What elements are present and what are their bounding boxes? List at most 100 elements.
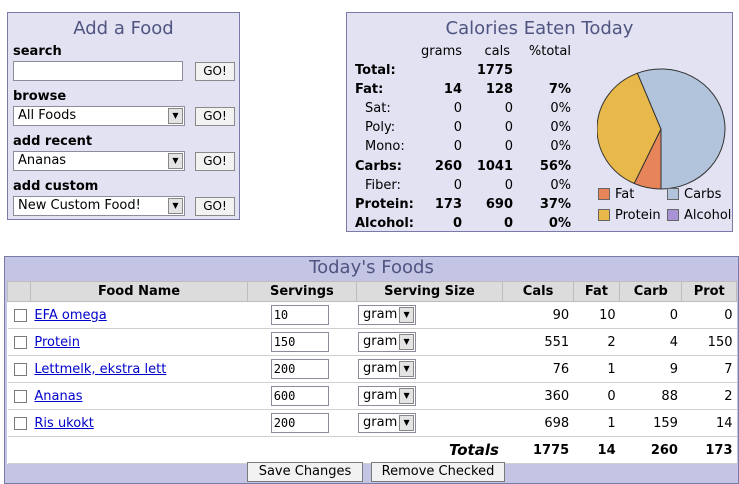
food-name-cell: Ris ukokt [30, 409, 248, 437]
food-prot: 2 [681, 382, 737, 410]
col-carb: Carb [619, 281, 683, 302]
nutrient-cals: 0 [504, 177, 513, 193]
alcohol-legend-label: Alcohol [684, 208, 732, 223]
recent-label: add recent [13, 134, 93, 149]
serving-size-value: gram [363, 361, 398, 376]
nutrient-pct: 37% [539, 196, 571, 212]
custom-select[interactable]: New Custom Food! ▼ [13, 196, 185, 216]
food-select-cell [7, 409, 31, 437]
serving-size-select[interactable]: gram ▼ [358, 386, 417, 406]
col-servings: Servings [247, 281, 357, 302]
food-servings-cell: 600 [247, 382, 357, 410]
food-size-cell: gram ▼ [356, 409, 503, 437]
food-checkbox[interactable] [13, 362, 27, 376]
food-prot: 14 [681, 409, 737, 437]
nutrient-grams: 0 [453, 177, 462, 193]
totals-blank [247, 436, 357, 464]
food-carb: 88 [619, 382, 682, 410]
food-fat: 1 [573, 355, 620, 383]
totals-blank [7, 436, 31, 464]
food-name-link[interactable]: Ananas [34, 388, 83, 404]
nutrient-label: Sat: [365, 101, 391, 117]
chevron-down-icon[interactable]: ▼ [399, 361, 415, 377]
food-name-link[interactable]: Ris ukokt [34, 415, 94, 431]
food-size-cell: gram ▼ [356, 301, 503, 329]
servings-input[interactable]: 10 [270, 305, 329, 325]
chevron-down-icon[interactable]: ▼ [399, 334, 415, 350]
nutrient-label: Mono: [365, 139, 405, 155]
serving-size-select[interactable]: gram ▼ [358, 332, 417, 352]
search-input[interactable] [13, 61, 183, 81]
nutrient-cals: 0 [504, 139, 513, 155]
custom-select-value: New Custom Food! [18, 198, 141, 213]
browse-label: browse [13, 89, 67, 104]
nutrient-pct: 0% [550, 177, 571, 193]
foods-table: Food Name Servings Serving Size Cals Fat… [7, 281, 737, 464]
food-row: Lettmelk, ekstra lett 200 gram ▼ 76 1 9 7 [7, 355, 737, 383]
todays-foods-title: Today's Foods [309, 257, 434, 278]
browse-go-button[interactable]: GO! [195, 107, 235, 126]
browse-select[interactable]: All Foods ▼ [13, 106, 185, 126]
recent-select[interactable]: Ananas ▼ [13, 151, 185, 171]
chevron-down-icon[interactable]: ▼ [168, 108, 183, 124]
nutrient-pct: 7% [548, 82, 571, 98]
carbs-legend-label: Carbs [684, 187, 722, 202]
food-cals: 551 [502, 328, 574, 356]
totals-label: Totals [356, 436, 503, 464]
food-checkbox[interactable] [13, 308, 27, 322]
col-fat: Fat [572, 281, 621, 302]
food-checkbox[interactable] [13, 389, 27, 403]
food-name-link[interactable]: Lettmelk, ekstra lett [34, 361, 167, 377]
food-cals: 698 [502, 409, 574, 437]
custom-label: add custom [13, 179, 99, 194]
nutrient-cals: 0 [504, 101, 513, 117]
nutrient-label: Fat: [355, 82, 384, 98]
food-carb: 4 [619, 328, 682, 356]
food-name-cell: EFA omega [30, 301, 248, 329]
food-carb: 159 [619, 409, 682, 437]
food-row: Ris ukokt 200 gram ▼ 698 1 159 14 [7, 409, 737, 437]
food-name-link[interactable]: EFA omega [34, 307, 107, 323]
save-changes-button[interactable]: Save Changes [247, 462, 363, 482]
chevron-down-icon[interactable]: ▼ [168, 198, 183, 214]
col-serving-size: Serving Size [355, 281, 504, 302]
servings-input[interactable]: 200 [270, 413, 329, 433]
food-checkbox[interactable] [13, 416, 27, 430]
foods-header-row: Food Name Servings Serving Size Cals Fat… [7, 281, 737, 302]
nutrient-grams: 0 [452, 215, 462, 231]
chevron-down-icon[interactable]: ▼ [399, 307, 415, 323]
col-header-grams: grams [421, 44, 462, 59]
food-fat: 2 [573, 328, 620, 356]
servings-input[interactable]: 600 [270, 386, 329, 406]
chevron-down-icon[interactable]: ▼ [168, 153, 183, 169]
remove-checked-button[interactable]: Remove Checked [371, 462, 505, 482]
food-carb: 0 [619, 301, 682, 329]
select-col-header [7, 281, 31, 302]
food-name-link[interactable]: Protein [34, 334, 80, 350]
serving-size-select[interactable]: gram ▼ [358, 359, 417, 379]
chevron-down-icon[interactable]: ▼ [399, 415, 415, 431]
protein-legend-swatch [598, 209, 610, 221]
col-cals: Cals [502, 281, 574, 302]
food-servings-cell: 200 [247, 409, 357, 437]
food-fat: 10 [573, 301, 620, 329]
servings-input[interactable]: 150 [270, 332, 329, 352]
alcohol-legend-swatch [667, 209, 679, 221]
food-size-cell: gram ▼ [356, 328, 503, 356]
nutrient-label: Fiber: [365, 177, 401, 193]
food-servings-cell: 200 [247, 355, 357, 383]
nutrient-pct: 0% [550, 101, 571, 117]
serving-size-select[interactable]: gram ▼ [358, 305, 417, 325]
chevron-down-icon[interactable]: ▼ [399, 388, 415, 404]
custom-go-button[interactable]: GO! [195, 197, 235, 216]
recent-go-button[interactable]: GO! [195, 152, 235, 171]
search-go-button[interactable]: GO! [195, 62, 235, 81]
nutrient-cals: 690 [485, 196, 513, 212]
food-checkbox[interactable] [13, 335, 27, 349]
pie-slice-protein [597, 72, 662, 185]
food-cals: 90 [502, 301, 574, 329]
serving-size-select[interactable]: gram ▼ [358, 413, 417, 433]
food-name-cell: Ananas [30, 382, 248, 410]
servings-input[interactable]: 200 [270, 359, 329, 379]
nutrient-label: Total: [355, 63, 396, 78]
